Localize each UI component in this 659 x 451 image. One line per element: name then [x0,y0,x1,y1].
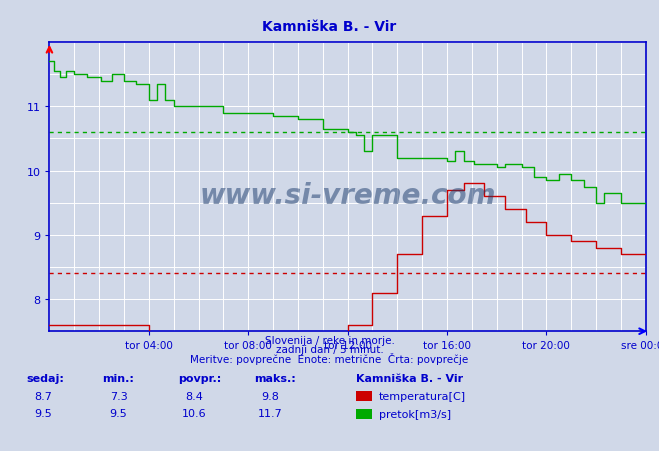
Text: 9.5: 9.5 [34,408,51,418]
Text: 7.3: 7.3 [110,391,127,401]
Text: 9.8: 9.8 [261,391,279,401]
Text: maks.:: maks.: [254,373,295,383]
Text: Meritve: povprečne  Enote: metrične  Črta: povprečje: Meritve: povprečne Enote: metrične Črta:… [190,352,469,364]
Text: 8.4: 8.4 [185,391,204,401]
Text: 9.5: 9.5 [110,408,127,418]
Text: www.si-vreme.com: www.si-vreme.com [200,182,496,210]
Text: 8.7: 8.7 [34,391,52,401]
Text: zadnji dan / 5 minut.: zadnji dan / 5 minut. [275,345,384,354]
Text: min.:: min.: [102,373,134,383]
Text: 11.7: 11.7 [258,408,283,418]
Text: Kamniška B. - Vir: Kamniška B. - Vir [262,20,397,34]
Text: 10.6: 10.6 [182,408,207,418]
Text: povpr.:: povpr.: [178,373,221,383]
Text: pretok[m3/s]: pretok[m3/s] [379,409,451,419]
Text: temperatura[C]: temperatura[C] [379,391,466,401]
Text: sedaj:: sedaj: [26,373,64,383]
Text: Slovenija / reke in morje.: Slovenija / reke in morje. [264,336,395,345]
Text: Kamniška B. - Vir: Kamniška B. - Vir [356,373,463,383]
